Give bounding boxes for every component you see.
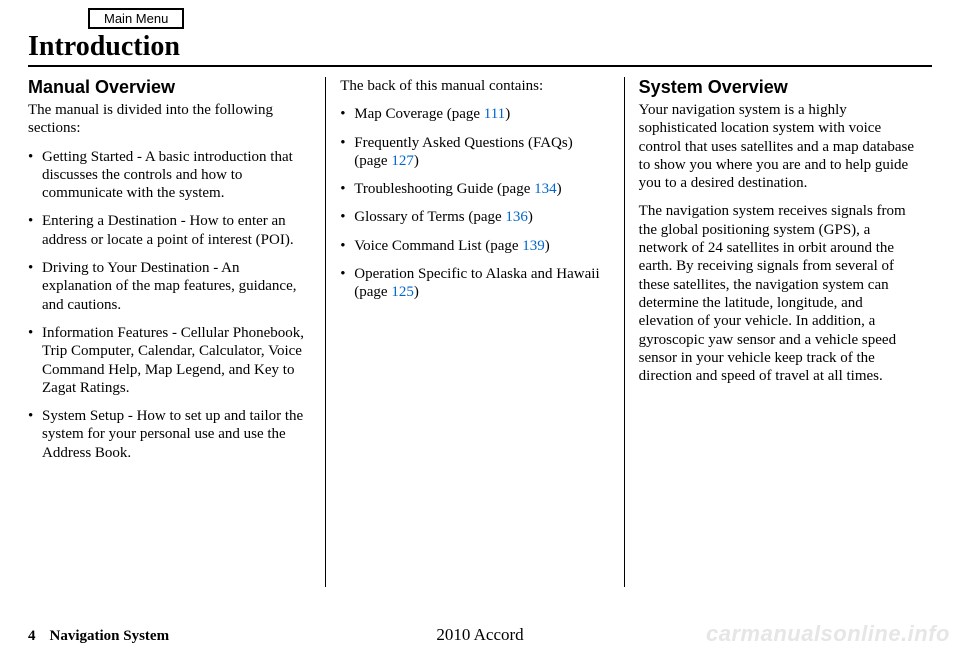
list-item: Operation Specific to Alaska and Hawaii … <box>340 265 609 302</box>
list-item: Information Features - Cellular Phoneboo… <box>28 324 311 397</box>
manual-overview-list: Getting Started - A basic introduction t… <box>28 148 311 462</box>
item-text: ) <box>414 153 419 169</box>
main-menu-button[interactable]: Main Menu <box>88 8 184 29</box>
page-title: Introduction <box>28 31 932 67</box>
page-link[interactable]: 125 <box>391 284 414 300</box>
column-back-contents: The back of this manual contains: Map Co… <box>326 77 623 587</box>
system-overview-p1: Your navigation system is a highly sophi… <box>639 101 918 192</box>
list-item: Map Coverage (page 111) <box>340 105 609 123</box>
list-item: Entering a Destination - How to enter an… <box>28 212 311 249</box>
list-item: Troubleshooting Guide (page 134) <box>340 180 609 198</box>
item-text: Frequently Asked Questions (FAQs) (page <box>354 135 572 169</box>
manual-overview-heading: Manual Overview <box>28 77 311 99</box>
footer-section: Navigation System <box>50 628 170 644</box>
page-link[interactable]: 111 <box>484 106 505 122</box>
item-text: ) <box>528 209 533 225</box>
list-item: Voice Command List (page 139) <box>340 237 609 255</box>
page-link[interactable]: 134 <box>534 181 557 197</box>
item-text: Troubleshooting Guide (page <box>354 181 534 197</box>
item-text: ) <box>505 106 510 122</box>
system-overview-heading: System Overview <box>639 77 918 99</box>
list-item: Getting Started - A basic introduction t… <box>28 148 311 203</box>
list-item: Driving to Your Destination - An explana… <box>28 259 311 314</box>
item-text: Voice Command List (page <box>354 238 522 254</box>
item-text: ) <box>545 238 550 254</box>
system-overview-p2: The navigation system receives signals f… <box>639 202 918 385</box>
item-text: ) <box>414 284 419 300</box>
page-link[interactable]: 139 <box>522 238 545 254</box>
page-link[interactable]: 136 <box>505 209 528 225</box>
item-text: ) <box>557 181 562 197</box>
column-system-overview: System Overview Your navigation system i… <box>625 77 932 587</box>
watermark: carmanualsonline.info <box>706 621 950 647</box>
page-number: 4 <box>28 628 36 644</box>
list-item: Glossary of Terms (page 136) <box>340 208 609 226</box>
manual-overview-intro: The manual is divided into the following… <box>28 101 311 138</box>
back-contents-intro: The back of this manual contains: <box>340 77 609 95</box>
item-text: Glossary of Terms (page <box>354 209 505 225</box>
list-item: Frequently Asked Questions (FAQs) (page … <box>340 134 609 171</box>
back-contents-list: Map Coverage (page 111) Frequently Asked… <box>340 105 609 301</box>
column-manual-overview: Manual Overview The manual is divided in… <box>28 77 325 587</box>
item-text: Map Coverage (page <box>354 106 484 122</box>
list-item: System Setup - How to set up and tailor … <box>28 407 311 462</box>
content-columns: Manual Overview The manual is divided in… <box>28 77 932 587</box>
page-link[interactable]: 127 <box>391 153 414 169</box>
footer-model: 2010 Accord <box>436 625 523 645</box>
